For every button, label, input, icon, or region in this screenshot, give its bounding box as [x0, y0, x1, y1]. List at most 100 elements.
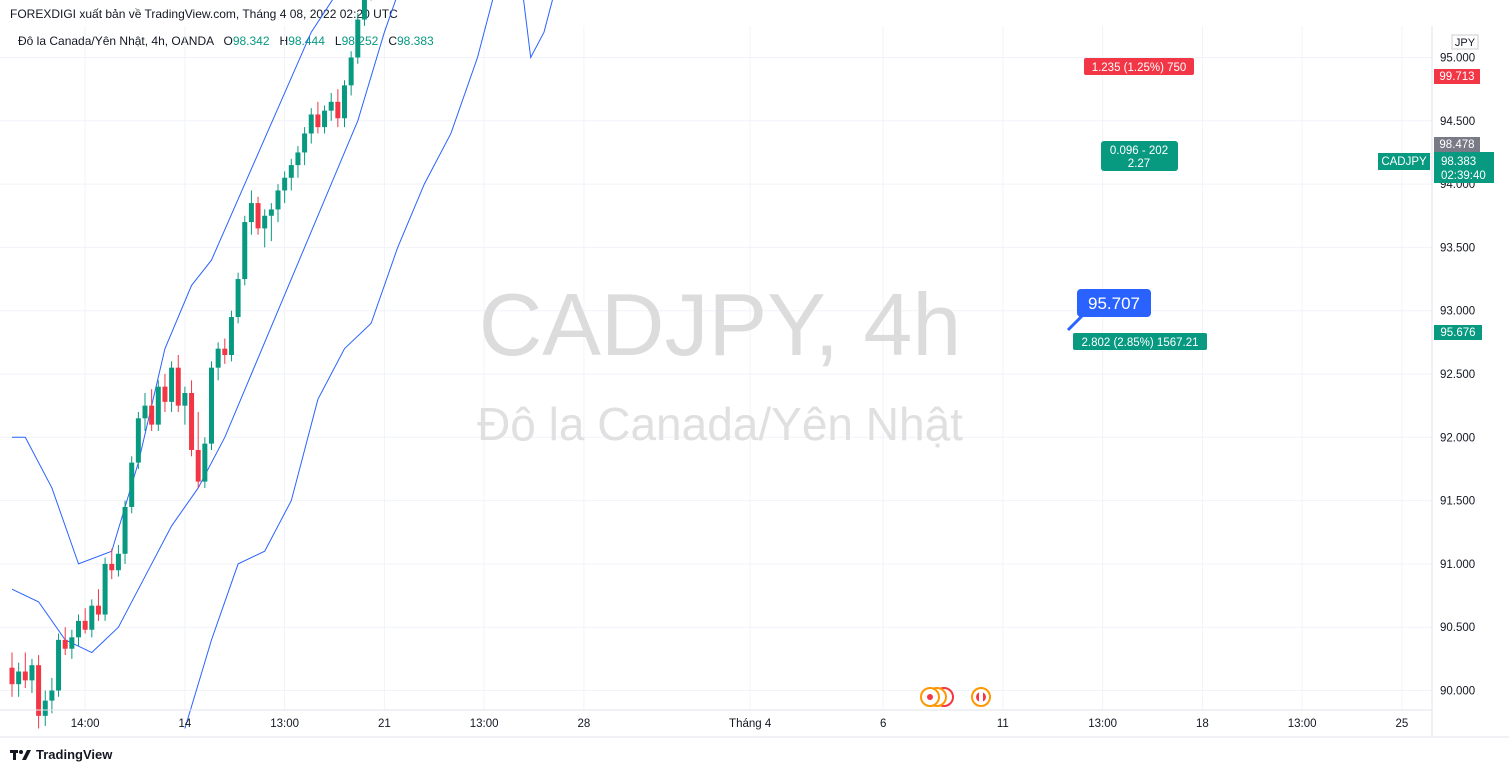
- time-tick-label: 6: [880, 718, 886, 730]
- candle-body: [275, 190, 281, 210]
- candle-body: [328, 101, 334, 111]
- candle-body: [135, 418, 141, 463]
- candle-body: [335, 101, 341, 119]
- candle-body: [175, 367, 181, 406]
- entry-label-group: 0.096 - 202 2.27: [1101, 141, 1178, 171]
- candle-body: [102, 563, 108, 615]
- event-markers: [920, 687, 991, 707]
- candle-body: [348, 57, 354, 86]
- target-label: 2.802 (2.85%) 1567.21: [1081, 337, 1198, 349]
- candle-body: [235, 279, 241, 318]
- candle-body: [56, 639, 62, 691]
- candle-body: [109, 563, 115, 571]
- entry-label-line1: 0.096 - 202: [1110, 145, 1168, 157]
- price-tick-label: 94.500: [1440, 116, 1475, 128]
- candle-body: [282, 177, 288, 191]
- candle-body: [129, 462, 135, 507]
- candle-body: [62, 639, 68, 649]
- price-tick-label: 90.500: [1440, 622, 1475, 634]
- stop-label-bg: [1084, 58, 1194, 75]
- candle-body: [115, 553, 121, 571]
- flag-stripe: [979, 692, 983, 702]
- stop-label-group: 1.235 (1.25%) 750: [1084, 58, 1194, 75]
- price-tick-label: 91.500: [1440, 496, 1475, 508]
- callout-pointer: [1066, 314, 1084, 332]
- time-tick-label: 21: [378, 718, 391, 730]
- candle-body: [22, 671, 28, 681]
- open-label: O: [223, 34, 233, 48]
- price-tick-label: 95.000: [1440, 53, 1475, 65]
- candle-body: [295, 152, 301, 166]
- candle-body: [248, 203, 254, 223]
- entry-price-tag-bg: [1434, 137, 1480, 152]
- candle-body: [189, 392, 195, 450]
- target-callout-text: 95.707: [1088, 294, 1140, 313]
- candle-body: [255, 203, 261, 229]
- current-price-tag-bg: [1434, 152, 1494, 183]
- candle-body: [122, 506, 128, 554]
- time-tick-label: 14:00: [71, 718, 100, 730]
- high-value: 98.444: [288, 34, 325, 48]
- stop-price-tag-bg: [1434, 69, 1480, 84]
- candle-body: [49, 690, 55, 701]
- candle-body: [268, 209, 274, 216]
- entry-label-bg: [1101, 141, 1178, 171]
- candle-body: [209, 367, 214, 444]
- time-axis: 14:00 14 13:00 21 13:00 28 Tháng 4 6 11 13:00 18 13…: [71, 718, 1408, 730]
- symbol-tag: CADJPY: [1381, 156, 1427, 168]
- candle-body: [228, 317, 234, 356]
- candle-body: [222, 348, 228, 356]
- tradingview-logo-icon: [10, 749, 31, 760]
- target-label-group: 2.802 (2.85%) 1567.21: [1073, 333, 1207, 350]
- candle-body: [9, 667, 15, 685]
- price-tick-label: 92.500: [1440, 369, 1475, 381]
- candle-body: [82, 620, 88, 630]
- publish-info: FOREXDIGI xuất bản về TradingView.com, T…: [10, 7, 398, 21]
- candle-body: [89, 605, 95, 630]
- axis-lines: [0, 26, 1509, 738]
- price-tick-label: 90.000: [1440, 686, 1475, 698]
- target-price-tag: 95.676: [1440, 327, 1475, 339]
- candle-body: [29, 665, 35, 681]
- event-dot-icon: [927, 694, 933, 700]
- candle-body: [16, 671, 22, 685]
- bollinger-bands: [11, 0, 553, 729]
- time-tick-label: 18: [1196, 718, 1209, 730]
- time-tick-label: 13:00: [1088, 718, 1117, 730]
- candles: [9, 0, 372, 729]
- candle-body: [315, 114, 321, 128]
- symbol-description: Đô la Canada/Yên Nhật, 4h, OANDA: [18, 34, 214, 48]
- candle-body: [342, 85, 347, 119]
- time-tick-label: 25: [1395, 718, 1408, 730]
- candle-body: [36, 665, 42, 716]
- close-value: 98.383: [397, 34, 434, 48]
- candle-body: [162, 386, 168, 402]
- symbol-tag-bg: [1378, 153, 1430, 170]
- time-tick-label: Tháng 4: [729, 718, 772, 730]
- candle-body: [69, 637, 75, 649]
- price-axis: 90.000 90.500 91.000 91.500 92.000 92.500 93.0…: [1440, 53, 1475, 698]
- time-tick-label: 14: [179, 718, 192, 730]
- price-tick-label: 92.000: [1440, 432, 1475, 444]
- watermark: CADJPY, 4h Đô la Canada/Yên Nhật: [477, 275, 963, 450]
- time-tick-label: 13:00: [470, 718, 499, 730]
- time-tick-label: 13:00: [1288, 718, 1317, 730]
- callout-bg[interactable]: [1077, 289, 1151, 317]
- countdown-tag: 02:39:40: [1441, 170, 1486, 182]
- candle-body: [195, 449, 201, 482]
- currency-label: JPY: [1455, 37, 1476, 49]
- price-tick-label: 91.000: [1440, 559, 1475, 571]
- bollinger-lower: [184, 0, 553, 729]
- close-label: C: [388, 34, 397, 48]
- currency-box[interactable]: [1451, 34, 1479, 50]
- stop-price-tag: 99.713: [1439, 71, 1474, 83]
- time-tick-label: 28: [578, 718, 591, 730]
- candle-body: [302, 133, 308, 153]
- bollinger-upper: [12, 0, 333, 565]
- time-tick-label: 11: [997, 718, 1009, 730]
- open-value: 98.342: [232, 34, 270, 48]
- candle-body: [288, 165, 294, 178]
- price-tick-label: 93.000: [1440, 306, 1475, 318]
- footer-brand[interactable]: TradingView: [10, 747, 112, 762]
